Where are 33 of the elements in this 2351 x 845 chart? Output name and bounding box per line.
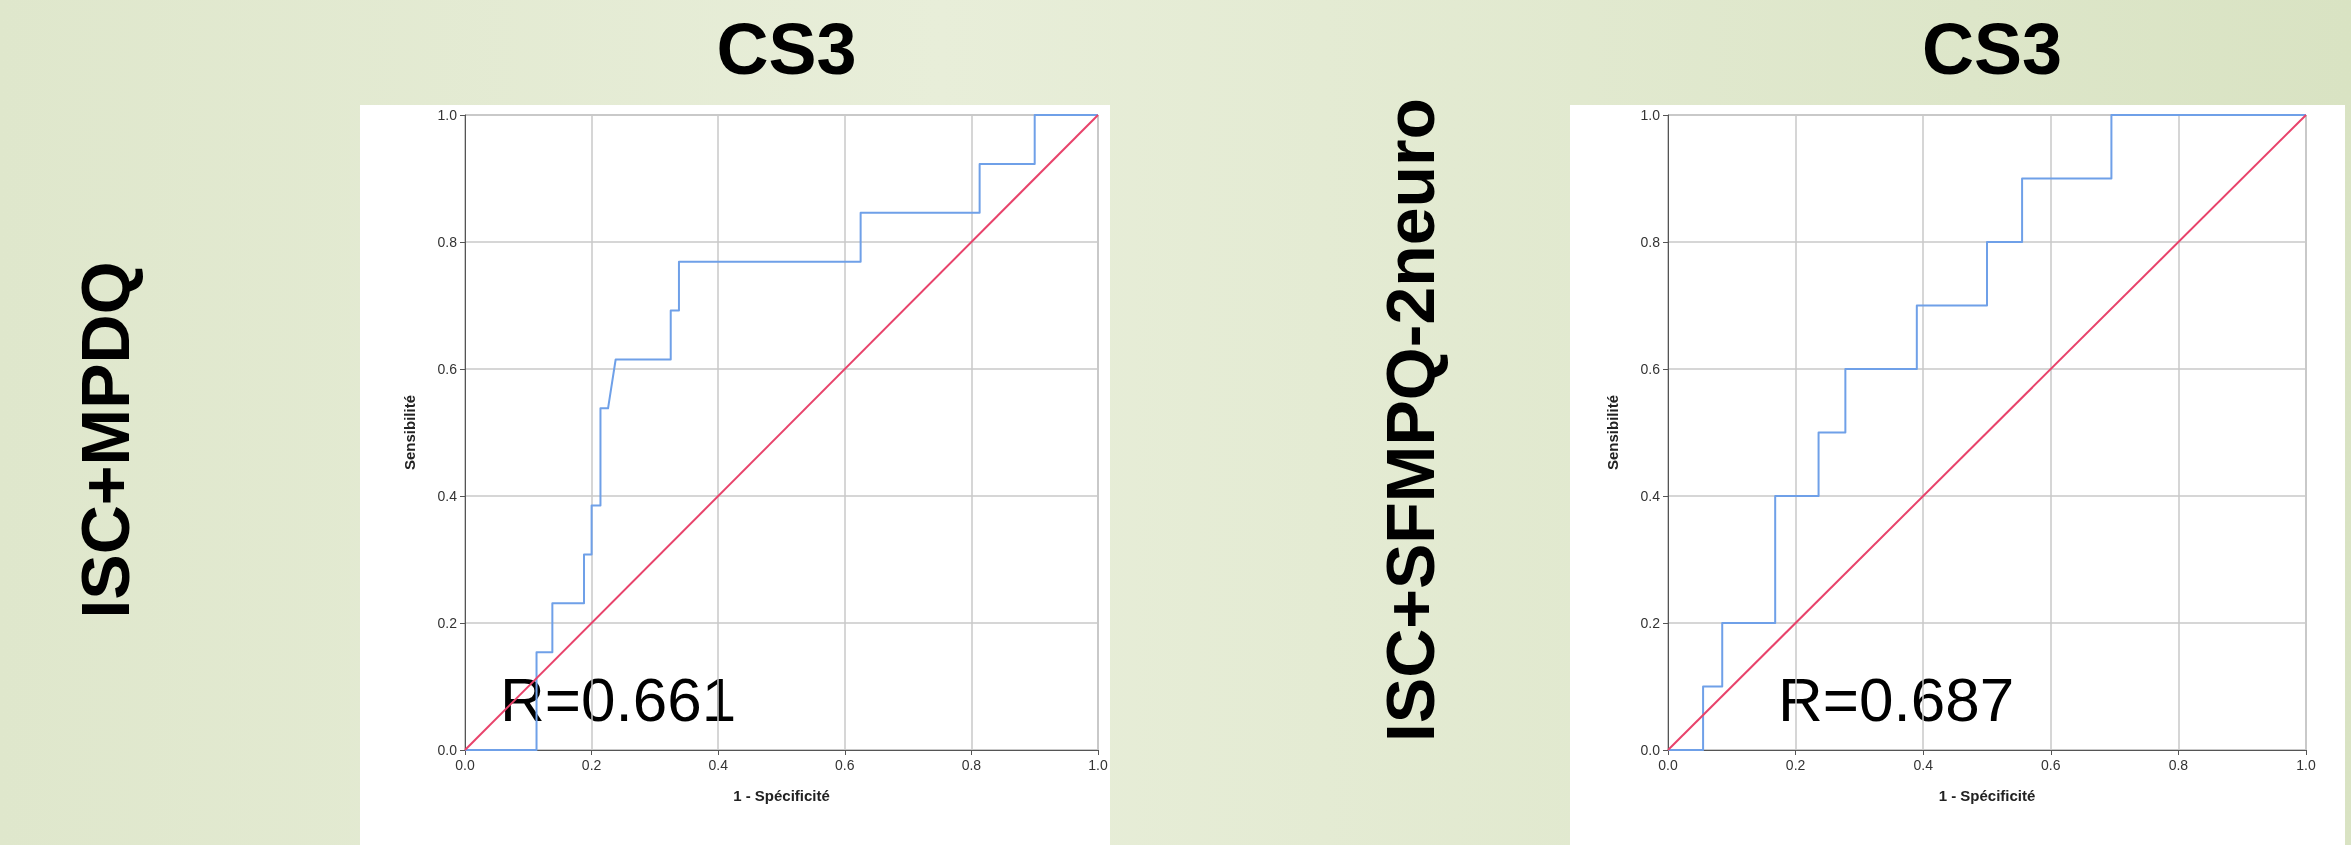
y-tick-label: 0.4 <box>1640 488 1661 504</box>
y-tick-label: 0.2 <box>1640 615 1661 631</box>
annotation: R=0.687 <box>1778 664 2015 734</box>
x-tick-label: 0.6 <box>835 757 855 773</box>
x-tick-label: 0.0 <box>455 757 475 773</box>
y-tick-label: 0.6 <box>437 361 458 377</box>
x-tick-label: 0.4 <box>708 757 729 773</box>
x-axis-title: 1 - Spécificité <box>1938 787 2036 804</box>
y-axis-title: Sensibilité <box>1604 394 1621 471</box>
x-axis-title: 1 - Spécificité <box>733 787 830 804</box>
y-tick-label: 0.8 <box>1640 234 1661 250</box>
x-tick-label: 0.8 <box>2168 757 2189 773</box>
y-axis-title: Sensibilité <box>401 394 418 471</box>
x-tick-label: 0.6 <box>2041 757 2061 773</box>
x-tick-label: 0.2 <box>1785 757 1806 773</box>
x-tick-label: 1.0 <box>1088 757 1108 773</box>
x-tick-label: 1.0 <box>2296 757 2316 773</box>
x-tick-label: 0.4 <box>1913 757 1934 773</box>
y-tick-label: 0.6 <box>1640 361 1661 377</box>
y-tick-label: 0.8 <box>437 234 458 250</box>
x-tick-label: 0.0 <box>1658 757 1678 773</box>
text: ISC+SFMPQ-2neuro <box>1372 97 1448 743</box>
y-tick-label: 0.4 <box>437 488 458 504</box>
y-tick-label: 0.0 <box>437 742 458 758</box>
x-tick-label: 0.2 <box>581 757 602 773</box>
chart-title: CS3 <box>1921 9 2063 89</box>
y-tick-label: 0.0 <box>1640 742 1661 758</box>
x-tick-label: 0.8 <box>961 757 982 773</box>
y-tick-label: 1.0 <box>437 107 458 123</box>
text: ISC+MPDQ <box>67 261 143 619</box>
y-tick-label: 1.0 <box>1640 107 1661 123</box>
y-tick-label: 0.2 <box>437 615 458 631</box>
chart-title: CS3 <box>716 9 857 89</box>
